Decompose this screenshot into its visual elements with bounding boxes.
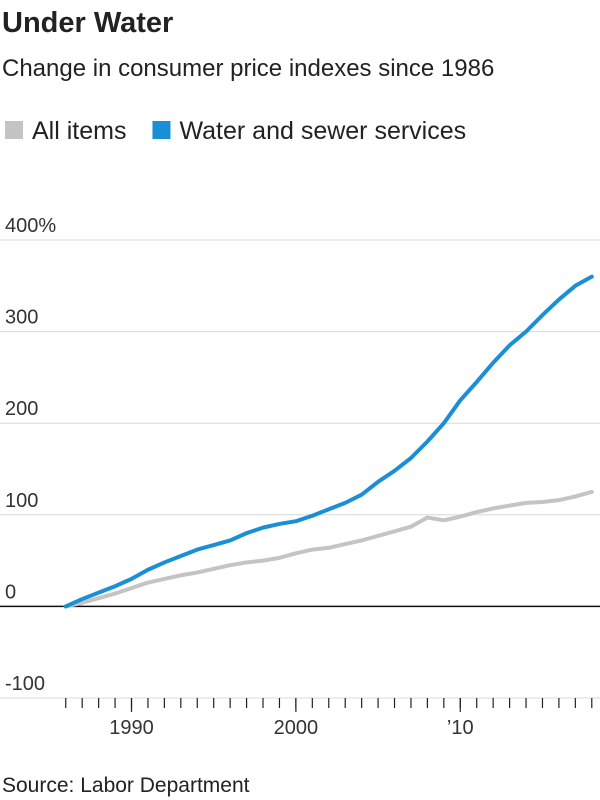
y-tick-label: 400% (5, 215, 56, 237)
series-line (63, 274, 594, 609)
legend-swatch (152, 121, 171, 139)
legend-swatch (5, 121, 23, 139)
x-tick-label: 1990 (109, 717, 154, 739)
source: Source: Labor Department (2, 774, 250, 797)
chart-subtitle: Change in consumer price indexes since 1… (2, 55, 494, 82)
legend-label: Water and sewer services (179, 117, 466, 145)
y-tick-label: 300 (5, 307, 38, 329)
y-tick-label: 0 (5, 581, 16, 603)
y-tick-label: 200 (5, 398, 38, 420)
x-tick-label: ’10 (447, 717, 474, 739)
legend-label: All items (32, 117, 126, 145)
series-line (63, 489, 594, 609)
chart-title: Under Water (2, 7, 173, 39)
y-tick-label: -100 (5, 673, 45, 695)
x-tick-label: 2000 (274, 717, 319, 739)
y-tick-label: 100 (5, 490, 38, 512)
